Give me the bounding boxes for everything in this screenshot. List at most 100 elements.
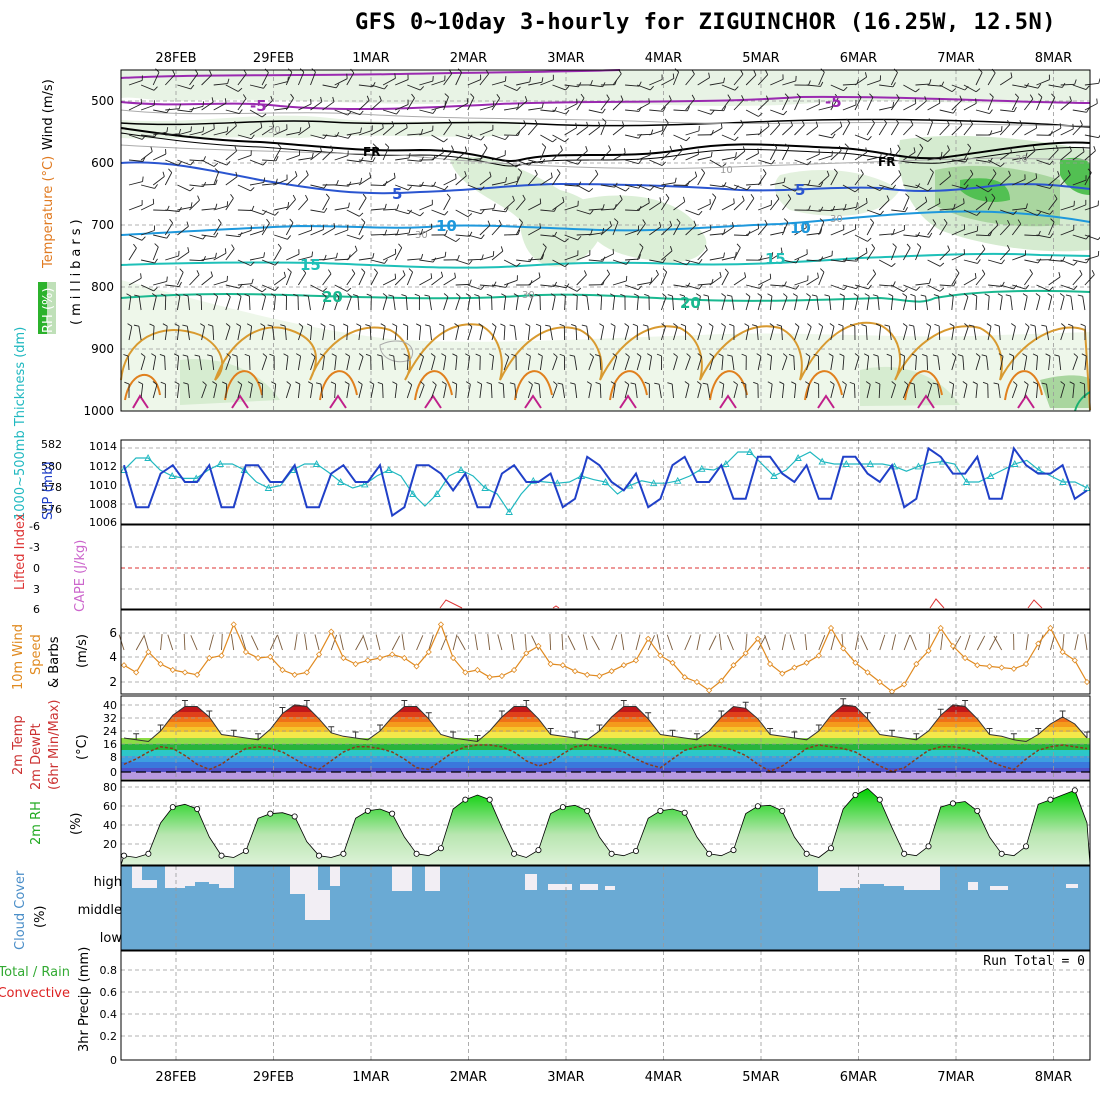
wind-barb-flag [846,118,851,124]
wind-barb [915,246,922,261]
wind-barb [395,209,409,215]
wind-barb-flag [384,259,388,264]
wind-barb-flag [981,354,987,357]
wind-barb [419,130,433,136]
wind-barb [138,296,142,311]
wind-marker [584,671,591,678]
wind-barb-flag [780,247,783,253]
wind-barb-flag [270,95,273,101]
wind-barb-flag [589,209,594,215]
wind-barb-flag [539,198,542,204]
rh-marker [559,804,566,811]
wind-barb [455,209,469,218]
wind-barb-flag [303,294,309,297]
bottom-date-axis: 28FEB 29FEB 1MAR 2MAR 3MAR 4MAR 5MAR 6MAR 7MAR 8M… [155,1070,1072,1085]
wind-barb-flag [580,93,585,99]
wind-barb-flag [1085,85,1090,90]
wind-barb-flag [723,77,726,83]
wind-barb-flag [361,218,366,223]
wind-barb [249,256,264,261]
wind-barb [673,134,687,142]
wind-barb [975,234,991,237]
wind-barb-flag [916,231,921,237]
thickness-marker [914,462,923,470]
wind-barb-flag [929,79,932,85]
wind-barb-flag [697,323,702,327]
wind-barb [951,272,960,286]
wind-barb [1072,204,1086,211]
wind-barb [806,326,812,341]
wind-barb [467,158,482,161]
wind-barb-flag [1037,230,1041,236]
wind-barb [358,159,373,163]
wind-barb [963,173,974,186]
wind-barb-flag [843,86,848,92]
wind-barb [221,633,223,651]
upper-frame [120,69,1091,412]
cloud-panel: high middle low Cloud Cover (%) [13,865,1091,951]
wind-barb [540,79,554,86]
wind-barb-flag [1085,234,1090,240]
wind-barb [830,208,845,211]
wind-barb [452,634,458,651]
wind-barb [1036,284,1050,292]
wind-barb [407,133,422,136]
wind-barb-flag [805,353,811,357]
wind-barb-flag [757,293,762,297]
wind-barb [564,284,578,292]
wind-marker [1047,624,1054,632]
contour-label: 15 [765,250,786,268]
wind-barb [405,296,408,311]
wind-barb [443,234,457,242]
wind-barb-flag [152,381,158,385]
wind-barb [866,356,870,371]
wind-barb-flag [357,381,363,385]
wind-barb-flag [358,212,364,217]
wind-barb-flag [771,159,776,165]
wind-barb [455,150,467,161]
wind-barb-flag [1073,261,1078,266]
thickness-marker [770,472,778,479]
wind-barb-flag [775,194,780,200]
wind-barb [636,247,644,261]
wind-barb-flag [734,86,739,91]
wind-barb-flag [261,113,267,118]
wind-barb-flag [359,234,364,240]
wind-barb-flag [432,257,437,263]
thickness-marker [409,490,417,497]
wind-barb-flag [916,243,922,248]
wind-barb [878,199,890,211]
wind-barb-flag [213,293,218,297]
wind-barb [152,356,157,371]
wind-barb [854,134,869,141]
wind-barb [1011,223,1022,236]
wind-barb [860,635,868,651]
wind-barb [745,198,755,211]
wind-barb-flag [831,101,834,107]
wind-barb [636,296,639,311]
wind-barb [334,134,349,139]
wind-barb [770,78,784,86]
wind-barb-flag [480,186,485,191]
wind-frame [120,609,1091,695]
wind-barb-flag [820,206,824,212]
rh-marker [584,807,591,814]
wind-barb [310,151,322,161]
wind-barb [334,284,348,292]
wind-barb-flag [1060,323,1066,328]
wind-barb [576,97,585,111]
wind-barb-flag [880,151,882,157]
wind-barb [273,247,282,261]
thickness-marker [601,478,610,485]
date-label: 6MAR [840,1070,877,1085]
wind-barb [624,184,639,189]
wind-barb [818,221,825,236]
thickness-marker [986,472,995,479]
wind-barb [285,97,294,111]
wind-barb [854,234,868,242]
wind-barb [467,356,471,371]
wind-barb [443,197,451,211]
wind-barb [208,634,214,651]
axis-label-millibars: (millibars) [69,215,84,325]
wind-marker [998,664,1005,671]
